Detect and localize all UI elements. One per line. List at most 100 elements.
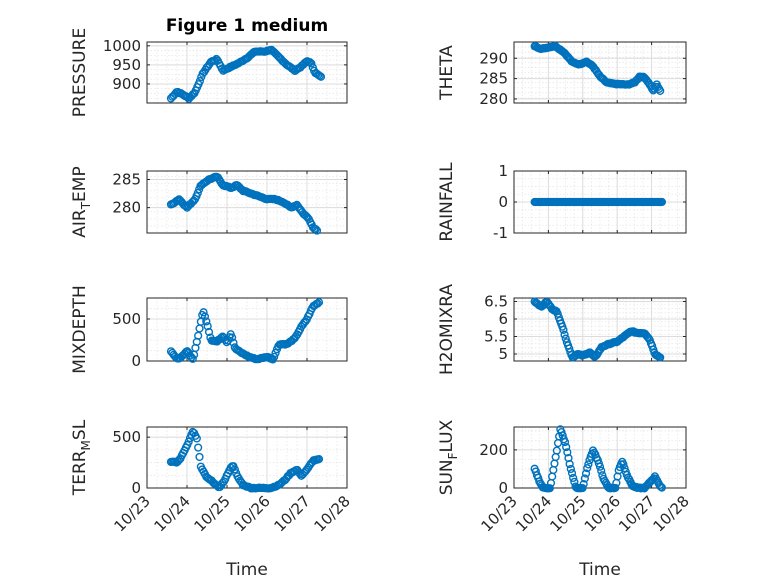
axes-frame — [146, 41, 348, 104]
y-axis-label: RAINFALL — [437, 162, 457, 242]
y-axis-label: TERRMSL — [70, 419, 93, 496]
data-point — [581, 469, 591, 478]
data-point — [656, 86, 665, 95]
y-tick-label: 950 — [112, 56, 141, 74]
y-axis-label: AIRTEMP — [70, 166, 93, 237]
data-point — [560, 330, 569, 339]
data-point — [552, 446, 561, 455]
axes-frame — [513, 41, 687, 104]
data-point — [217, 333, 226, 342]
x-axis-label: Time — [578, 560, 621, 580]
x-axis-label: Time — [225, 560, 268, 580]
data-point — [559, 325, 568, 334]
data-point — [202, 317, 211, 326]
x-tick-label: 10/27 — [271, 492, 314, 535]
y-tick-label: 900 — [112, 75, 141, 93]
data-point — [562, 442, 571, 452]
data-point — [655, 481, 664, 490]
data-point — [314, 455, 324, 464]
y-tick-label: 500 — [112, 310, 141, 328]
data-point — [657, 197, 667, 207]
data-point — [563, 448, 572, 457]
data-point — [311, 225, 320, 234]
data-point — [195, 452, 204, 462]
axes-frame — [146, 170, 348, 234]
y-tick-label: 5 — [498, 345, 508, 363]
data-point — [229, 338, 238, 347]
data-point — [657, 483, 667, 492]
data-point — [271, 348, 280, 358]
data-point — [611, 483, 620, 493]
axes-frame — [513, 297, 687, 362]
data-point — [195, 76, 205, 86]
subplot-mixdepth: 0 500 MIXDEPTH — [70, 285, 348, 374]
y-tick-label: 0 — [131, 352, 141, 370]
x-tick-label: 10/23 — [478, 492, 521, 535]
data-point — [583, 464, 592, 473]
y-tick-label: 500 — [112, 428, 141, 446]
data-point — [200, 312, 210, 321]
y-axis-label: MIXDEPTH — [70, 285, 90, 374]
data-point — [184, 437, 193, 446]
data-point — [193, 188, 202, 198]
y-tick-label: 280 — [479, 90, 508, 108]
data-point — [307, 59, 316, 68]
y-tick-label: 6 — [498, 310, 508, 328]
data-series — [530, 41, 665, 95]
data-series — [166, 427, 324, 493]
y-tick-label: -1 — [493, 224, 508, 242]
y-axis-label: H2OMIXRA — [437, 284, 457, 375]
data-point — [656, 482, 665, 491]
data-point — [316, 72, 326, 81]
axes-frame — [146, 297, 348, 362]
data-point — [644, 334, 653, 343]
data-point — [656, 353, 665, 362]
y-axis-label: SUNFLUX — [437, 419, 460, 495]
data-point — [192, 434, 201, 443]
y-tick-label: 0 — [498, 479, 508, 497]
subplot-h2omixra: 55.566.5 H2OMIXRA — [437, 284, 687, 375]
data-point — [579, 480, 588, 489]
x-tick-label: 10/23 — [111, 492, 154, 535]
data-series — [530, 297, 665, 362]
data-point — [565, 459, 574, 469]
axes-frame — [513, 426, 687, 489]
data-point — [567, 469, 577, 478]
data-point — [553, 309, 562, 318]
data-series — [166, 298, 324, 364]
y-tick-label: 285 — [112, 170, 141, 188]
data-point — [203, 322, 212, 331]
data-point — [188, 354, 197, 363]
data-series — [166, 172, 322, 235]
y-axis-label: THETA — [437, 45, 457, 101]
y-axis-label: PRESSURE — [70, 28, 90, 117]
y-tick-label: 1 — [498, 162, 508, 180]
data-point — [595, 462, 605, 471]
x-tick-label: 10/26 — [581, 492, 624, 535]
x-tick-label: 10/25 — [546, 492, 589, 535]
data-point — [648, 341, 657, 351]
data-point — [578, 483, 587, 493]
data-point — [314, 298, 324, 307]
data-point — [569, 473, 578, 483]
x-tick-label: 10/26 — [231, 492, 274, 535]
x-tick-label: 10/27 — [615, 492, 658, 535]
x-tick-label: 10/24 — [151, 492, 194, 535]
figure-title: Figure 1 medium — [166, 16, 328, 36]
data-point — [619, 460, 628, 469]
x-tick-label: 10/24 — [512, 492, 555, 535]
subplot-theta: 280 285 290 THETA — [437, 41, 687, 108]
subplot-sun-flux: 0 200 SUNFLUX 10/2310/2410/2510/2610/2710/2… — [437, 419, 693, 580]
data-series — [530, 425, 667, 493]
data-point — [194, 443, 203, 452]
subplot-rainfall: -1 0 1 RAINFALL — [437, 162, 687, 242]
x-tick-label: 10/28 — [650, 492, 693, 535]
y-tick-label: 0 — [131, 479, 141, 497]
y-tick-label: 5.5 — [484, 328, 508, 346]
data-point — [620, 464, 629, 473]
x-tick-label: 10/28 — [311, 492, 354, 535]
data-point — [584, 460, 593, 469]
data-point — [199, 308, 208, 317]
